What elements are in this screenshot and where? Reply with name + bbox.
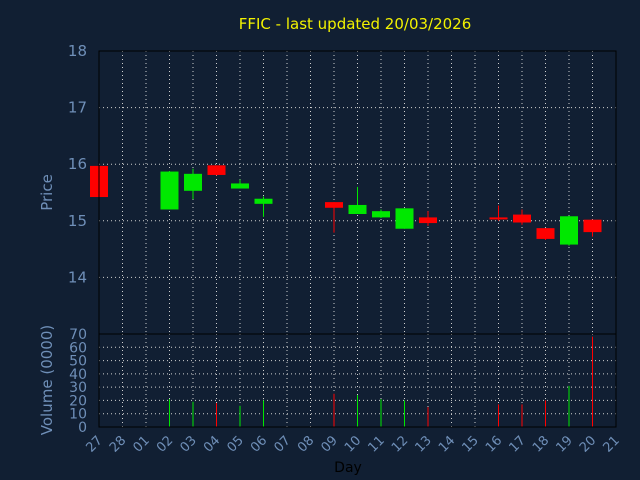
- candle-body: [419, 217, 437, 224]
- volume-y-tick-label: 60: [69, 340, 87, 356]
- candle-body: [348, 204, 367, 215]
- x-tick-label: 05: [225, 433, 247, 455]
- candle-body: [560, 216, 578, 245]
- candle-body: [513, 214, 531, 223]
- x-ticks: 27 28 01 02 03 04 05 06 07 08 09 10 11 12 13 14 15 16 17 18…: [84, 433, 623, 455]
- x-tick-label: 14: [436, 433, 458, 455]
- x-tick-label: 09: [319, 433, 341, 455]
- x-tick-label: 10: [342, 433, 364, 455]
- x-tick-label: 01: [131, 433, 153, 455]
- volume-y-tick-label: 0: [78, 420, 87, 436]
- x-tick-label: 21: [601, 433, 623, 455]
- volume-y-tick-label: 10: [69, 407, 87, 423]
- volume-y-tick-label: 20: [69, 393, 87, 409]
- candle-body: [231, 183, 249, 189]
- candle-body: [583, 219, 602, 233]
- volume-bars: [169, 336, 593, 427]
- x-tick-label: 16: [483, 433, 505, 455]
- price-y-tick-label: 15: [68, 212, 87, 230]
- volume-y-tick-label: 70: [69, 327, 87, 343]
- chart-title: FFIC - last updated 20/03/2026: [239, 15, 472, 33]
- x-tick-label: 03: [178, 433, 200, 455]
- price-y-tick-label: 18: [68, 42, 87, 60]
- price-y-tick-label: 14: [68, 268, 87, 286]
- volume-y-tick-label: 30: [69, 380, 87, 396]
- candle-body: [325, 202, 343, 208]
- x-tick-label: 06: [248, 433, 270, 455]
- volume-panel-frame: [98, 333, 617, 428]
- candle-body: [489, 217, 508, 220]
- volume-axis-label: Volume (0000): [38, 325, 56, 435]
- candle-body: [395, 208, 414, 229]
- x-tick-label: 11: [366, 433, 388, 455]
- x-tick-label: 19: [554, 433, 576, 455]
- candle-body: [207, 165, 226, 175]
- x-axis-label: Day: [334, 460, 362, 476]
- x-tick-label: 12: [389, 433, 411, 455]
- candle-body: [536, 228, 555, 239]
- price-y-tick-label: 17: [68, 99, 87, 117]
- price-y-ticks: 14 15 16 17 18: [68, 42, 87, 286]
- volume-y-tick-label: 40: [69, 367, 87, 383]
- candle-body: [184, 173, 202, 191]
- candles: [90, 165, 602, 246]
- candle-body: [372, 211, 390, 218]
- x-tick-label: 02: [154, 433, 176, 455]
- x-tick-label: 18: [530, 433, 552, 455]
- x-tick-label: 13: [413, 433, 435, 455]
- volume-y-tick-label: 50: [69, 354, 87, 370]
- x-tick-label: 07: [272, 433, 294, 455]
- x-tick-label: 17: [507, 433, 529, 455]
- x-tick-label: 15: [460, 433, 482, 455]
- x-tick-label: 28: [107, 433, 129, 455]
- candle-body: [254, 198, 273, 204]
- x-tick-label: 27: [84, 433, 106, 455]
- x-tick-label: 08: [295, 433, 317, 455]
- price-y-tick-label: 16: [68, 155, 87, 173]
- price-axis-label: Price: [38, 174, 56, 211]
- x-tick-label: 20: [577, 433, 599, 455]
- x-tick-label: 04: [201, 433, 223, 455]
- candle-body: [160, 171, 179, 210]
